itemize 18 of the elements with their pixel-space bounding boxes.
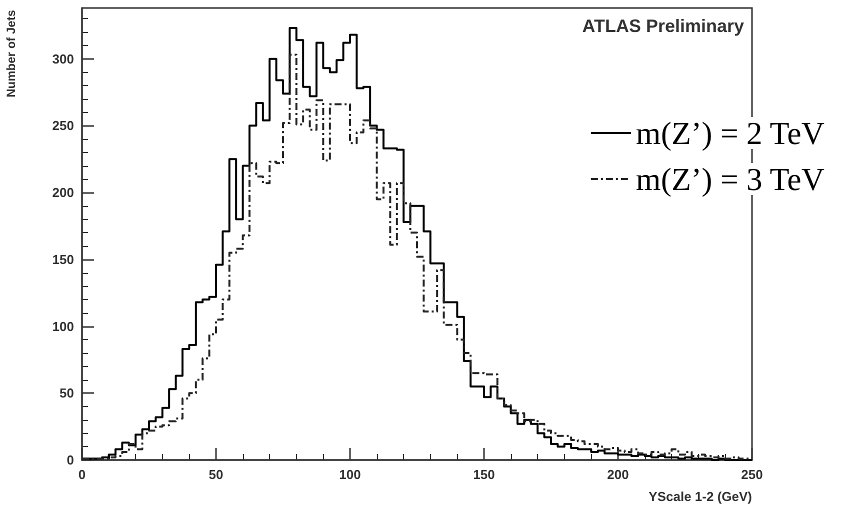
y-tick-label: 100 <box>52 318 74 334</box>
x-tick-label: 250 <box>741 467 763 482</box>
y-tick-label: 200 <box>52 185 74 200</box>
x-tick-label: 100 <box>339 467 361 482</box>
legend-label: m(Z’) = 3 TeV <box>636 161 824 197</box>
x-tick-label: 150 <box>473 467 495 482</box>
y-axis-title: Number of Jets <box>4 10 18 98</box>
x-axis-title: YScale 1-2 (GeV) <box>648 489 752 504</box>
x-tick-label: 0 <box>78 467 86 482</box>
y-tick-label: 300 <box>52 51 74 66</box>
y-tick-label: 50 <box>60 386 74 401</box>
legend-label: m(Z’) = 2 TeV <box>636 115 824 151</box>
x-tick-label: 50 <box>208 467 224 482</box>
y-tick-label: 0 <box>66 452 74 468</box>
x-tick-label: 200 <box>607 467 629 482</box>
y-tick-label: 150 <box>52 252 74 267</box>
y-tick-label: 250 <box>52 118 74 134</box>
annotation: ATLAS Preliminary <box>582 16 744 36</box>
